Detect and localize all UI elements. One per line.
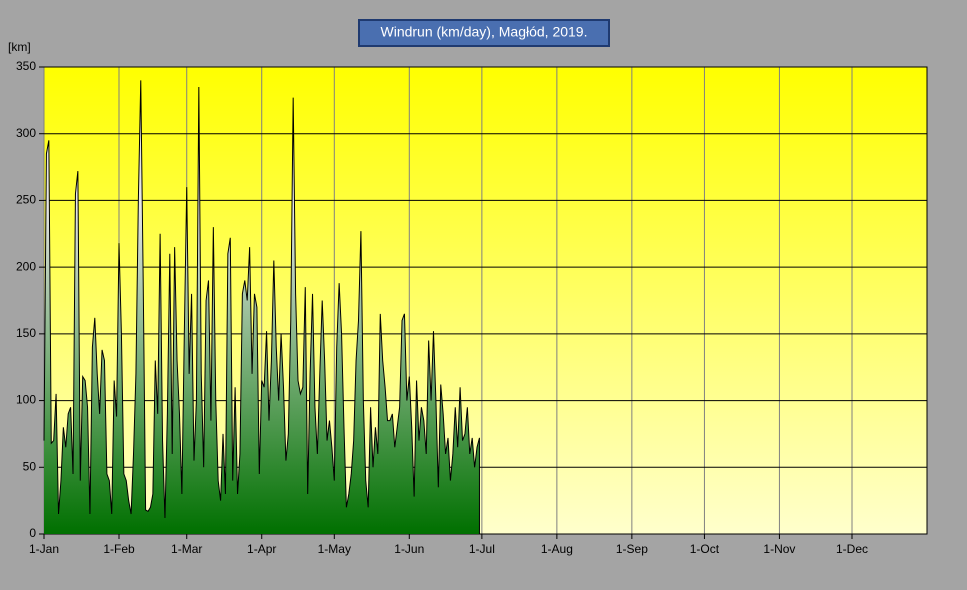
x-tick-label: 1-Dec: [836, 542, 868, 556]
y-tick-label: 350: [16, 59, 36, 73]
x-tick-label: 1-Jun: [394, 542, 424, 556]
y-tick-label: 200: [16, 259, 36, 273]
x-tick-label: 1-Nov: [763, 542, 795, 556]
y-tick-label: 0: [29, 526, 36, 540]
y-tick-label: 300: [16, 126, 36, 140]
title-box: [358, 19, 610, 47]
chart-title: Windrun (km/day), Magłód, 2019.: [381, 24, 588, 40]
x-tick-label: 1-Jan: [29, 542, 59, 556]
y-tick-label: 100: [16, 393, 36, 407]
y-tick-label: 50: [23, 459, 37, 473]
x-tick-label: 1-Aug: [541, 542, 573, 556]
x-tick-label: 1-May: [318, 542, 351, 556]
x-tick-label: 1-Apr: [247, 542, 276, 556]
y-tick-label: 150: [16, 326, 36, 340]
line: [43, 80, 480, 534]
y-tick-label: 250: [16, 193, 36, 207]
x-tick-label: 1-Mar: [171, 542, 202, 556]
x-tick-label: 1-Sep: [616, 542, 648, 556]
x-tick-label: 1-Oct: [690, 542, 720, 556]
x-tick-label: 1-Jul: [469, 542, 495, 556]
x-tick-label: 1-Feb: [103, 542, 135, 556]
y-axis-label: [km]: [8, 40, 31, 54]
